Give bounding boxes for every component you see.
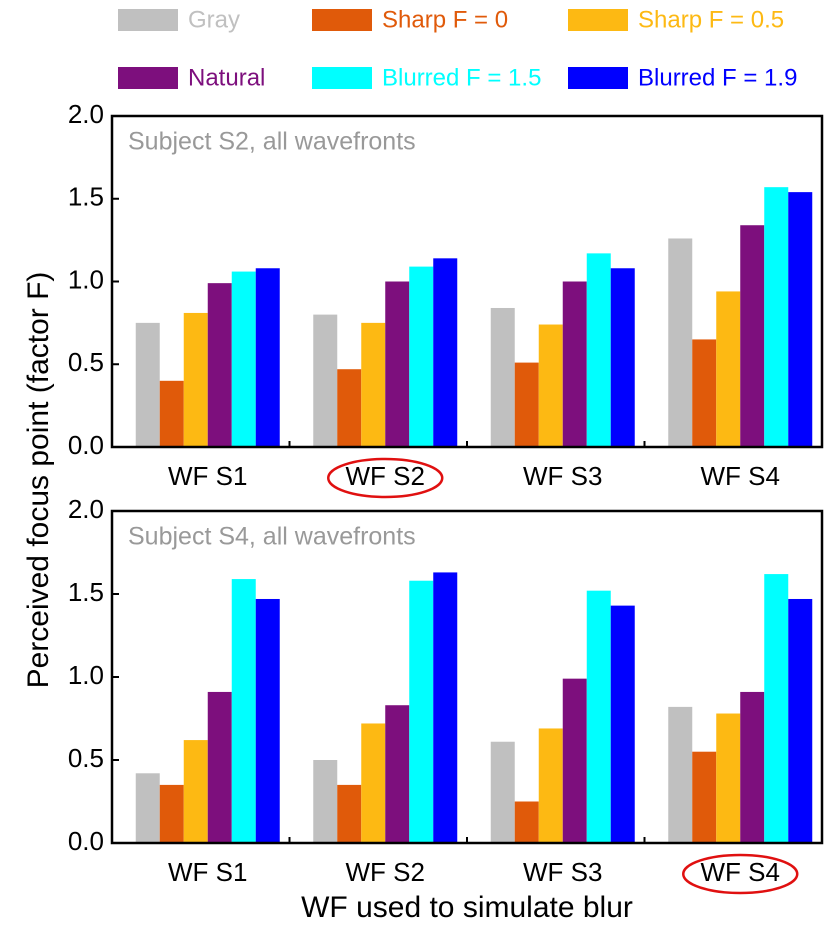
bar [160, 381, 184, 447]
bar [668, 238, 692, 447]
y-axis-label: Perceived focus point (factor F) [22, 272, 55, 689]
bar [515, 802, 539, 844]
bar [313, 315, 337, 447]
bar [184, 740, 208, 843]
y-tick-label: 1.5 [68, 182, 104, 212]
legend-swatch [568, 9, 628, 31]
bar [740, 692, 764, 843]
x-tick-label: WF S2 [346, 461, 425, 491]
legend-swatch [312, 67, 372, 89]
bar [611, 606, 635, 843]
x-tick-label: WF S3 [523, 857, 602, 887]
bar [433, 258, 457, 447]
bar [208, 692, 232, 843]
bar [587, 591, 611, 843]
bar [409, 267, 433, 447]
bar [788, 599, 812, 843]
bar [409, 581, 433, 843]
x-tick-label: WF S4 [701, 461, 780, 491]
bar [740, 225, 764, 447]
y-tick-label: 2.0 [68, 494, 104, 524]
bar [184, 313, 208, 447]
bar [385, 705, 409, 843]
bar [563, 282, 587, 448]
legend-label: Gray [188, 6, 240, 33]
bar [692, 752, 716, 843]
panel-title: Subject S2, all wavefronts [128, 128, 416, 156]
y-tick-label: 0.0 [68, 430, 104, 460]
bar [256, 599, 280, 843]
bar [515, 363, 539, 447]
bar [668, 707, 692, 843]
bar [716, 291, 740, 447]
x-tick-label: WF S1 [168, 461, 247, 491]
bar [539, 325, 563, 447]
legend-label: Blurred F = 1.9 [638, 64, 797, 91]
bar [491, 742, 515, 843]
y-tick-label: 0.0 [68, 826, 104, 856]
x-tick-label: WF S1 [168, 857, 247, 887]
bar [136, 323, 160, 447]
y-tick-label: 0.5 [68, 347, 104, 377]
x-axis-label: WF used to simulate blur [301, 891, 633, 924]
bar [563, 679, 587, 843]
legend-label: Blurred F = 1.5 [382, 64, 541, 91]
y-tick-label: 1.0 [68, 660, 104, 690]
legend-swatch [568, 67, 628, 89]
bar [361, 323, 385, 447]
x-tick-label: WF S4 [701, 857, 780, 887]
bar [256, 268, 280, 447]
bar [232, 579, 256, 843]
bar [337, 369, 361, 447]
bar [764, 187, 788, 447]
bar [539, 728, 563, 843]
bar [764, 574, 788, 843]
bar [160, 785, 184, 843]
legend-swatch [312, 9, 372, 31]
y-tick-label: 1.0 [68, 264, 104, 294]
y-tick-label: 2.0 [68, 99, 104, 129]
legend-label: Sharp F = 0 [382, 6, 508, 33]
legend-label: Sharp F = 0.5 [638, 6, 784, 33]
legend-swatch [118, 9, 178, 31]
bar [337, 785, 361, 843]
x-tick-label: WF S3 [523, 461, 602, 491]
bar [208, 283, 232, 447]
bar [136, 773, 160, 843]
bar [788, 192, 812, 447]
legend-label: Natural [188, 64, 265, 91]
x-tick-label: WF S2 [346, 857, 425, 887]
bar [313, 760, 337, 843]
bar [587, 253, 611, 447]
bar [692, 339, 716, 447]
y-tick-label: 0.5 [68, 743, 104, 773]
bar [716, 714, 740, 843]
bar [433, 572, 457, 843]
legend-swatch [118, 67, 178, 89]
bar [491, 308, 515, 447]
bar [611, 268, 635, 447]
panel-title: Subject S4, all wavefronts [128, 523, 416, 551]
bar [385, 282, 409, 448]
bar [232, 272, 256, 447]
y-tick-label: 1.5 [68, 577, 104, 607]
bar [361, 723, 385, 843]
